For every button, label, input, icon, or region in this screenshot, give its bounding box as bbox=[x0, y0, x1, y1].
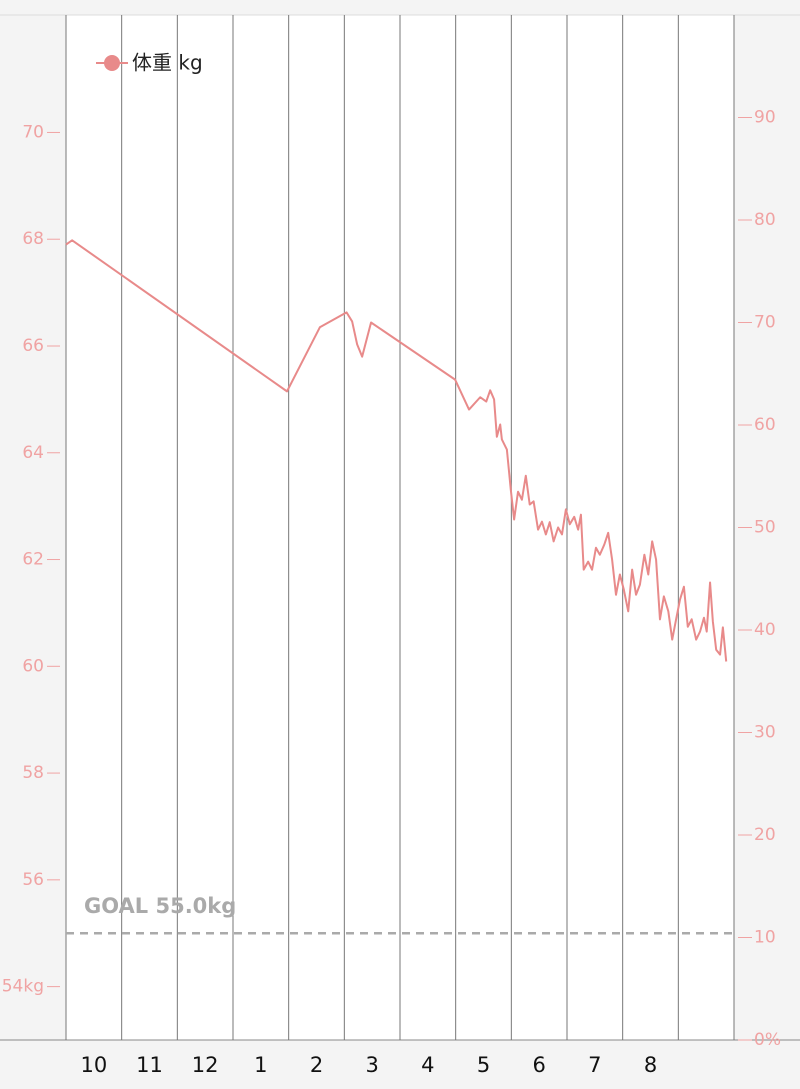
y2-tick-label: 20 bbox=[754, 825, 776, 845]
x-tick-label: 7 bbox=[588, 1053, 601, 1077]
x-tick-label: 2 bbox=[310, 1053, 323, 1077]
y-tick-label: 64 bbox=[22, 443, 44, 463]
y2-tick-label: 60 bbox=[754, 415, 776, 435]
x-tick-label: 12 bbox=[192, 1053, 219, 1077]
x-tick-label: 5 bbox=[477, 1053, 490, 1077]
x-tick-label: 10 bbox=[80, 1053, 107, 1077]
y-tick-label: 62 bbox=[22, 550, 44, 570]
y-tick-label: 54kg bbox=[2, 977, 44, 997]
y2-tick-label: 10 bbox=[754, 928, 776, 948]
x-tick-label: 8 bbox=[644, 1053, 657, 1077]
y2-tick-label: 90 bbox=[754, 108, 776, 128]
y2-tick-label: 70 bbox=[754, 313, 776, 333]
y-tick-label: 66 bbox=[22, 336, 44, 356]
y-tick-label: 56 bbox=[22, 870, 44, 890]
y2-tick-label: 30 bbox=[754, 723, 776, 743]
legend-marker bbox=[104, 55, 120, 71]
x-tick-label: 3 bbox=[365, 1053, 378, 1077]
y-tick-label: 58 bbox=[22, 763, 44, 783]
weight-line bbox=[65, 239, 728, 662]
y-tick-label: 68 bbox=[22, 229, 44, 249]
y2-tick-label: 80 bbox=[754, 210, 776, 230]
y-tick-label: 70 bbox=[22, 122, 44, 142]
y2-tick-label: 40 bbox=[754, 620, 776, 640]
goal-label: GOAL 55.0kg bbox=[84, 894, 236, 918]
x-tick-label: 1 bbox=[254, 1053, 267, 1077]
x-tick-label: 4 bbox=[421, 1053, 434, 1077]
y2-tick-label: 50 bbox=[754, 518, 776, 538]
y-tick-label: 60 bbox=[22, 656, 44, 676]
x-tick-label: 6 bbox=[532, 1053, 545, 1077]
x-tick-label: 11 bbox=[136, 1053, 163, 1077]
y2-tick-label: 0% bbox=[754, 1030, 781, 1050]
legend-label: 体重 kg bbox=[132, 51, 203, 75]
